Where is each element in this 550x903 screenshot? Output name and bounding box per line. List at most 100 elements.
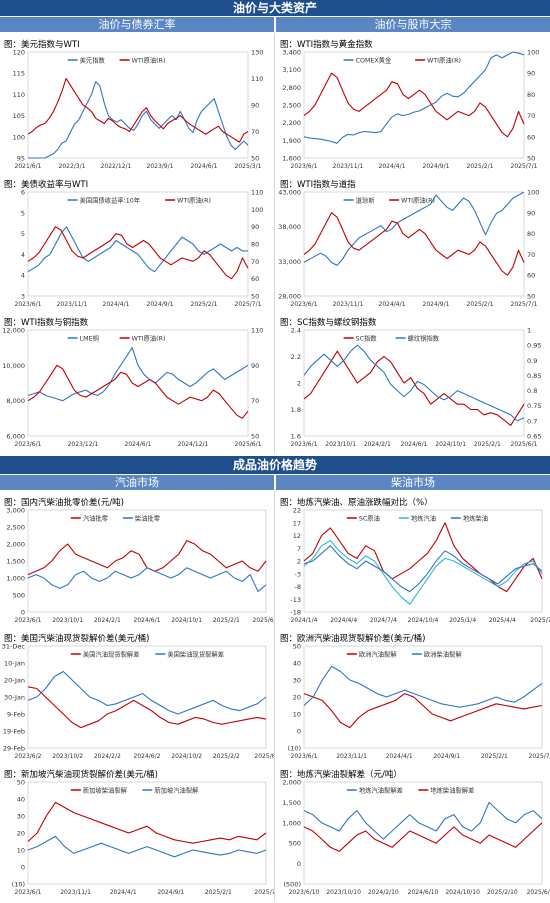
chart-c8: 图：地炼汽柴油、原油涨跌幅对比（%） -18 -13 -8 -3 2 7 12 17 22 2024… bbox=[276, 494, 550, 630]
y-left-tick: 0 bbox=[297, 860, 301, 868]
plot-frame bbox=[27, 781, 267, 885]
y-right-tick: 80 bbox=[527, 91, 535, 99]
column-divider-top bbox=[274, 33, 275, 453]
legend-label: 欧洲汽油裂解 bbox=[359, 650, 397, 659]
x-tick: 2023/10/10 bbox=[326, 889, 361, 896]
chart-title: 图：WTI指数与黄金指数 bbox=[280, 40, 373, 50]
y-left-tick: 17 bbox=[293, 519, 301, 527]
y-left-tick: 1.6 bbox=[291, 433, 301, 441]
x-tick: 2023/6/10 bbox=[289, 889, 320, 896]
subsection-stocks-commodities: 油价与股市大宗 bbox=[276, 17, 550, 32]
chart-title: 图：SC指数与螺纹钢指数 bbox=[280, 318, 377, 328]
y-left-tick: 20 bbox=[293, 694, 301, 702]
series-line bbox=[303, 350, 525, 426]
chart-c12: 图：地炼汽柴油裂解差（元/吨） (500) 0 500 1,000 1,500 2,000 2… bbox=[276, 766, 550, 902]
y-left-tick: 3,000 bbox=[6, 507, 25, 515]
x-tick: 2025/7/1 bbox=[511, 301, 538, 308]
y-left-tick: 31-Dec bbox=[2, 643, 26, 651]
y-left-tick: 1,600 bbox=[282, 155, 301, 163]
y-right-tick: 0.7 bbox=[527, 417, 537, 425]
x-tick: 2023/11/1 bbox=[336, 753, 367, 760]
plot-frame bbox=[303, 509, 543, 613]
y-left-tick: 22 bbox=[293, 507, 301, 515]
plot-frame bbox=[27, 329, 249, 437]
legend-label: 新加坡柴油裂解 bbox=[83, 786, 128, 795]
x-tick: 2021/6/1 bbox=[15, 163, 42, 170]
x-tick: 2024/1/4 bbox=[291, 617, 318, 624]
legend-label: SC原油 bbox=[359, 514, 380, 523]
x-tick: 2024/2/2 bbox=[94, 753, 121, 760]
y-left-tick: 0 bbox=[21, 864, 25, 872]
x-tick: 2024/9/1 bbox=[423, 301, 450, 308]
y-left-tick: 120 bbox=[13, 49, 25, 57]
x-tick: 2024/6/1 bbox=[401, 441, 428, 448]
y-left-tick: 9-Feb bbox=[7, 711, 25, 719]
y-left-tick: 2 bbox=[297, 380, 301, 388]
chart-c3: 图：美债收益率与WTI 3 4 4 5 5 6 50 60 70 80 90 100 110 2023/6/… bbox=[0, 176, 274, 314]
y-left-tick: 43,000 bbox=[278, 189, 301, 197]
x-tick: 2023/6/1 bbox=[291, 441, 318, 448]
y-left-tick: 4 bbox=[21, 272, 25, 280]
legend-label: WTI原油(R) bbox=[401, 196, 435, 205]
y-right-tick: 60 bbox=[527, 133, 535, 141]
subsection-bonds-fx: 油价与债券汇率 bbox=[0, 17, 274, 32]
y-left-tick: 2.2 bbox=[291, 353, 301, 361]
legend-label: 美国柴油现货裂解差 bbox=[167, 650, 224, 659]
legend-label: 美元指数 bbox=[80, 56, 106, 65]
y-left-tick: 29-Feb bbox=[3, 745, 25, 753]
chart-svg: 6,000 8,000 10,000 12,000 50 70 90 110 2023/6/1 2… bbox=[2, 327, 263, 449]
series-line bbox=[28, 81, 249, 159]
y-left-tick: (10) bbox=[12, 881, 25, 889]
y-right-tick: 60 bbox=[251, 275, 259, 283]
y-left-tick: 0 bbox=[297, 728, 301, 736]
chart-title: 图：新加坡汽柴油现货裂解价差(美元/桶) bbox=[4, 770, 158, 780]
chart-title: 图：WTI指数与道指 bbox=[280, 180, 356, 190]
series-line bbox=[27, 226, 249, 280]
x-tick: 2024/9/1 bbox=[433, 753, 460, 760]
chart-title: 图：地炼汽柴油裂解差（元/吨） bbox=[280, 770, 402, 780]
x-tick: 2024/6/1 bbox=[134, 617, 161, 624]
y-left-tick: 2,500 bbox=[282, 102, 301, 110]
y-left-tick: 5 bbox=[21, 230, 25, 238]
x-tick: 2025/2/2 bbox=[213, 753, 240, 760]
chart-title: 图：WTI指数与铜指数 bbox=[4, 318, 89, 328]
x-tick: 2023/6/2 bbox=[15, 753, 42, 760]
x-tick: 2025/2/1 bbox=[191, 301, 218, 308]
series-line bbox=[27, 686, 267, 729]
x-tick: 2023/6/1 bbox=[291, 163, 318, 170]
series-line bbox=[27, 835, 267, 858]
x-tick: 2025/3/1 bbox=[235, 163, 262, 170]
legend-label: 道琼斯 bbox=[356, 196, 376, 205]
y-left-tick: 40 bbox=[17, 796, 25, 804]
series-line bbox=[303, 540, 543, 605]
x-tick: 2024/4/1 bbox=[386, 753, 413, 760]
y-left-tick: 20 bbox=[17, 830, 25, 838]
legend-label: 柴油批零 bbox=[135, 514, 161, 523]
plot-frame bbox=[27, 191, 249, 297]
x-tick: 2024/2/10 bbox=[368, 889, 399, 896]
section-title-products: 成品油价格趋势 bbox=[0, 456, 550, 474]
plot-frame bbox=[303, 329, 525, 437]
legend-label: WTI原油(R) bbox=[177, 196, 211, 205]
y-left-tick: 1,500 bbox=[282, 799, 301, 807]
chart-title: 图：美债收益率与WTI bbox=[4, 180, 89, 190]
chart-svg: (500) 0 500 1,000 1,500 2,000 2023/6/10 2023/10… bbox=[282, 779, 550, 897]
y-right-tick: 70 bbox=[251, 397, 259, 405]
chart-svg: 95 100 105 110 115 120 50 70 90 110 130 2021/6/1 202… bbox=[13, 49, 264, 171]
plot-frame bbox=[27, 509, 267, 613]
legend-label: 美国汽油现货裂解差 bbox=[83, 650, 140, 659]
y-left-tick: -13 bbox=[290, 596, 301, 604]
x-tick: 2023/9/1 bbox=[147, 163, 174, 170]
y-left-tick: 2,000 bbox=[6, 541, 25, 549]
y-right-tick: 90 bbox=[527, 209, 535, 217]
x-tick: 2025/1/4 bbox=[449, 617, 476, 624]
y-right-tick: 90 bbox=[251, 362, 259, 370]
series-line bbox=[303, 822, 543, 852]
y-right-tick: 70 bbox=[251, 128, 259, 136]
legend-label: WTI原油(R) bbox=[427, 56, 461, 65]
y-left-tick: 4 bbox=[21, 251, 25, 259]
x-tick: 2023/6/1 bbox=[15, 301, 42, 308]
chart-title: 图：美元指数与WTI bbox=[4, 40, 80, 50]
x-tick: 2025/7/1 bbox=[235, 301, 262, 308]
legend-label: WTI原油(R) bbox=[132, 56, 166, 65]
